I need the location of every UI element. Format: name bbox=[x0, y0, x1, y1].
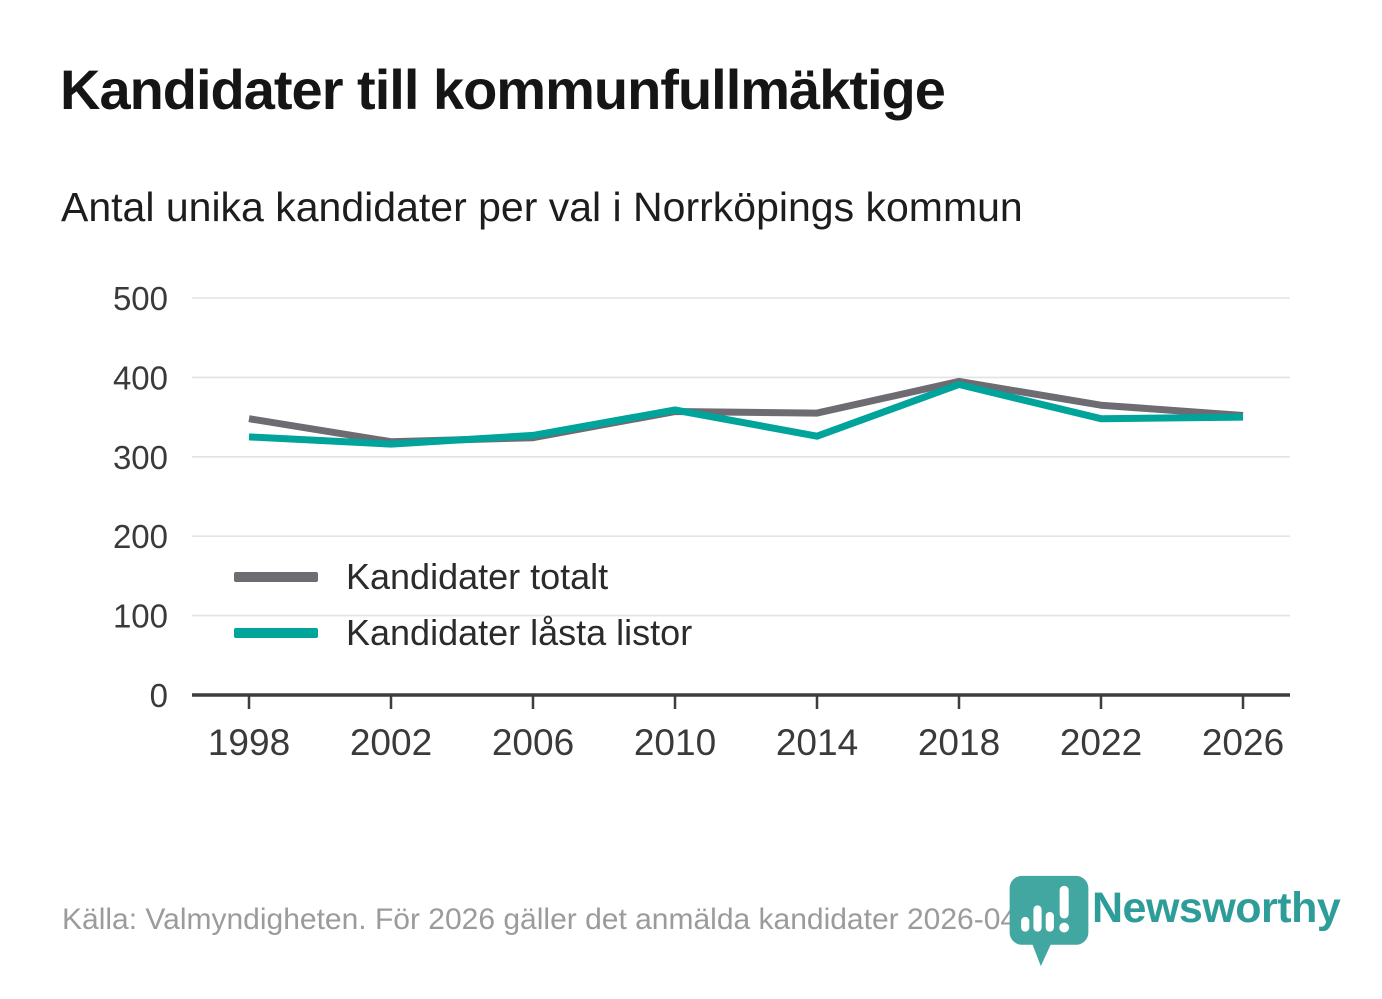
chart-legend: Kandidater totalt Kandidater låsta listo… bbox=[234, 556, 692, 654]
bar-2 bbox=[1033, 905, 1042, 932]
y-tick-label: 0 bbox=[150, 677, 168, 714]
newsworthy-pin-icon bbox=[1009, 875, 1089, 967]
legend-item-kandidater-totalt: Kandidater totalt bbox=[234, 556, 692, 598]
x-tick-label: 1998 bbox=[208, 722, 290, 763]
bar-3 bbox=[1045, 911, 1054, 932]
line-chart: 0 100 200 300 400 500 1998 2002 2006 2010 2014 2018… bbox=[113, 280, 1290, 763]
exclamation-bar bbox=[1059, 885, 1069, 919]
chart-subtitle: Antal unika kandidater per val i Norrköp… bbox=[61, 184, 1023, 230]
y-tick-label: 400 bbox=[113, 359, 168, 396]
series-line-kandidater-totalt bbox=[248, 377, 1244, 446]
x-tick-label: 2026 bbox=[1202, 722, 1284, 763]
x-tick-label: 2002 bbox=[350, 722, 432, 763]
exclamation-dot bbox=[1059, 922, 1070, 933]
series-line-kandidater-lasta-listor bbox=[248, 381, 1244, 448]
legend-label-totalt: Kandidater totalt bbox=[346, 556, 609, 597]
page-title: Kandidater till kommunfullmäktige bbox=[60, 58, 946, 121]
y-tick-label: 300 bbox=[113, 439, 168, 476]
legend-label-lasta-listor: Kandidater låsta listor bbox=[346, 612, 693, 653]
newsworthy-wordmark: Newsworthy bbox=[1092, 884, 1341, 932]
y-tick-label: 500 bbox=[113, 280, 168, 317]
x-tick-label: 2022 bbox=[1060, 722, 1142, 763]
x-tick-label: 2014 bbox=[776, 722, 858, 763]
x-tick-label: 2006 bbox=[492, 722, 574, 763]
bar-1 bbox=[1021, 916, 1030, 932]
y-tick-label: 100 bbox=[113, 598, 168, 635]
legend-swatch-totalt bbox=[234, 572, 318, 582]
source-note: Källa: Valmyndigheten. För 2026 gäller d… bbox=[62, 903, 1069, 936]
legend-item-kandidater-lasta-listor: Kandidater låsta listor bbox=[234, 612, 692, 654]
y-tick-label: 200 bbox=[113, 518, 168, 555]
x-tick-label: 2010 bbox=[634, 722, 716, 763]
x-tick-label: 2018 bbox=[918, 722, 1000, 763]
legend-swatch-lasta-listor bbox=[234, 628, 318, 638]
